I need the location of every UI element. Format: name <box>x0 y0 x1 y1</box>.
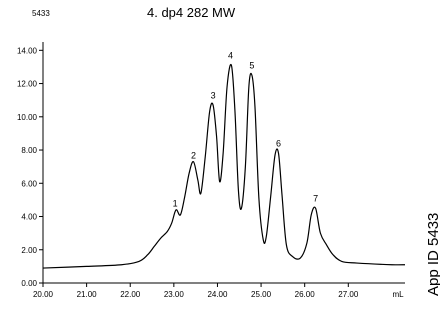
app-number-label: 5433 <box>32 9 50 18</box>
peak-label: 7 <box>313 194 318 204</box>
peak-label: 2 <box>191 150 196 160</box>
peak-label: 5 <box>249 61 254 71</box>
peak-label: 3 <box>211 91 216 101</box>
peak-label: 4 <box>228 51 233 61</box>
x-tick-label: 21.00 <box>77 290 98 299</box>
peak-label: 6 <box>276 139 281 149</box>
x-tick-label: 26.00 <box>295 290 316 299</box>
x-tick-label: 24.00 <box>207 290 228 299</box>
x-axis-unit-label: mL <box>392 290 404 299</box>
y-tick-label: 12.00 <box>17 80 38 89</box>
y-tick-label: 8.00 <box>21 146 37 155</box>
x-tick-label: 23.00 <box>164 290 185 299</box>
x-tick-label: 22.00 <box>120 290 141 299</box>
y-tick-label: 14.00 <box>17 46 38 55</box>
app-id-vertical-label: App ID 5433 <box>425 212 440 296</box>
y-tick-label: 2.00 <box>21 246 37 255</box>
x-tick-label: 27.00 <box>338 290 359 299</box>
chart-title: 4. dp4 282 MW <box>147 5 236 20</box>
y-tick-label: 0.00 <box>21 279 37 288</box>
y-tick-label: 10.00 <box>17 113 38 122</box>
x-tick-label: 20.00 <box>33 290 54 299</box>
peak-label: 1 <box>173 199 178 209</box>
y-tick-label: 4.00 <box>21 213 37 222</box>
y-tick-label: 6.00 <box>21 179 37 188</box>
x-tick-label: 25.00 <box>251 290 272 299</box>
chromatogram-trace <box>42 63 406 269</box>
